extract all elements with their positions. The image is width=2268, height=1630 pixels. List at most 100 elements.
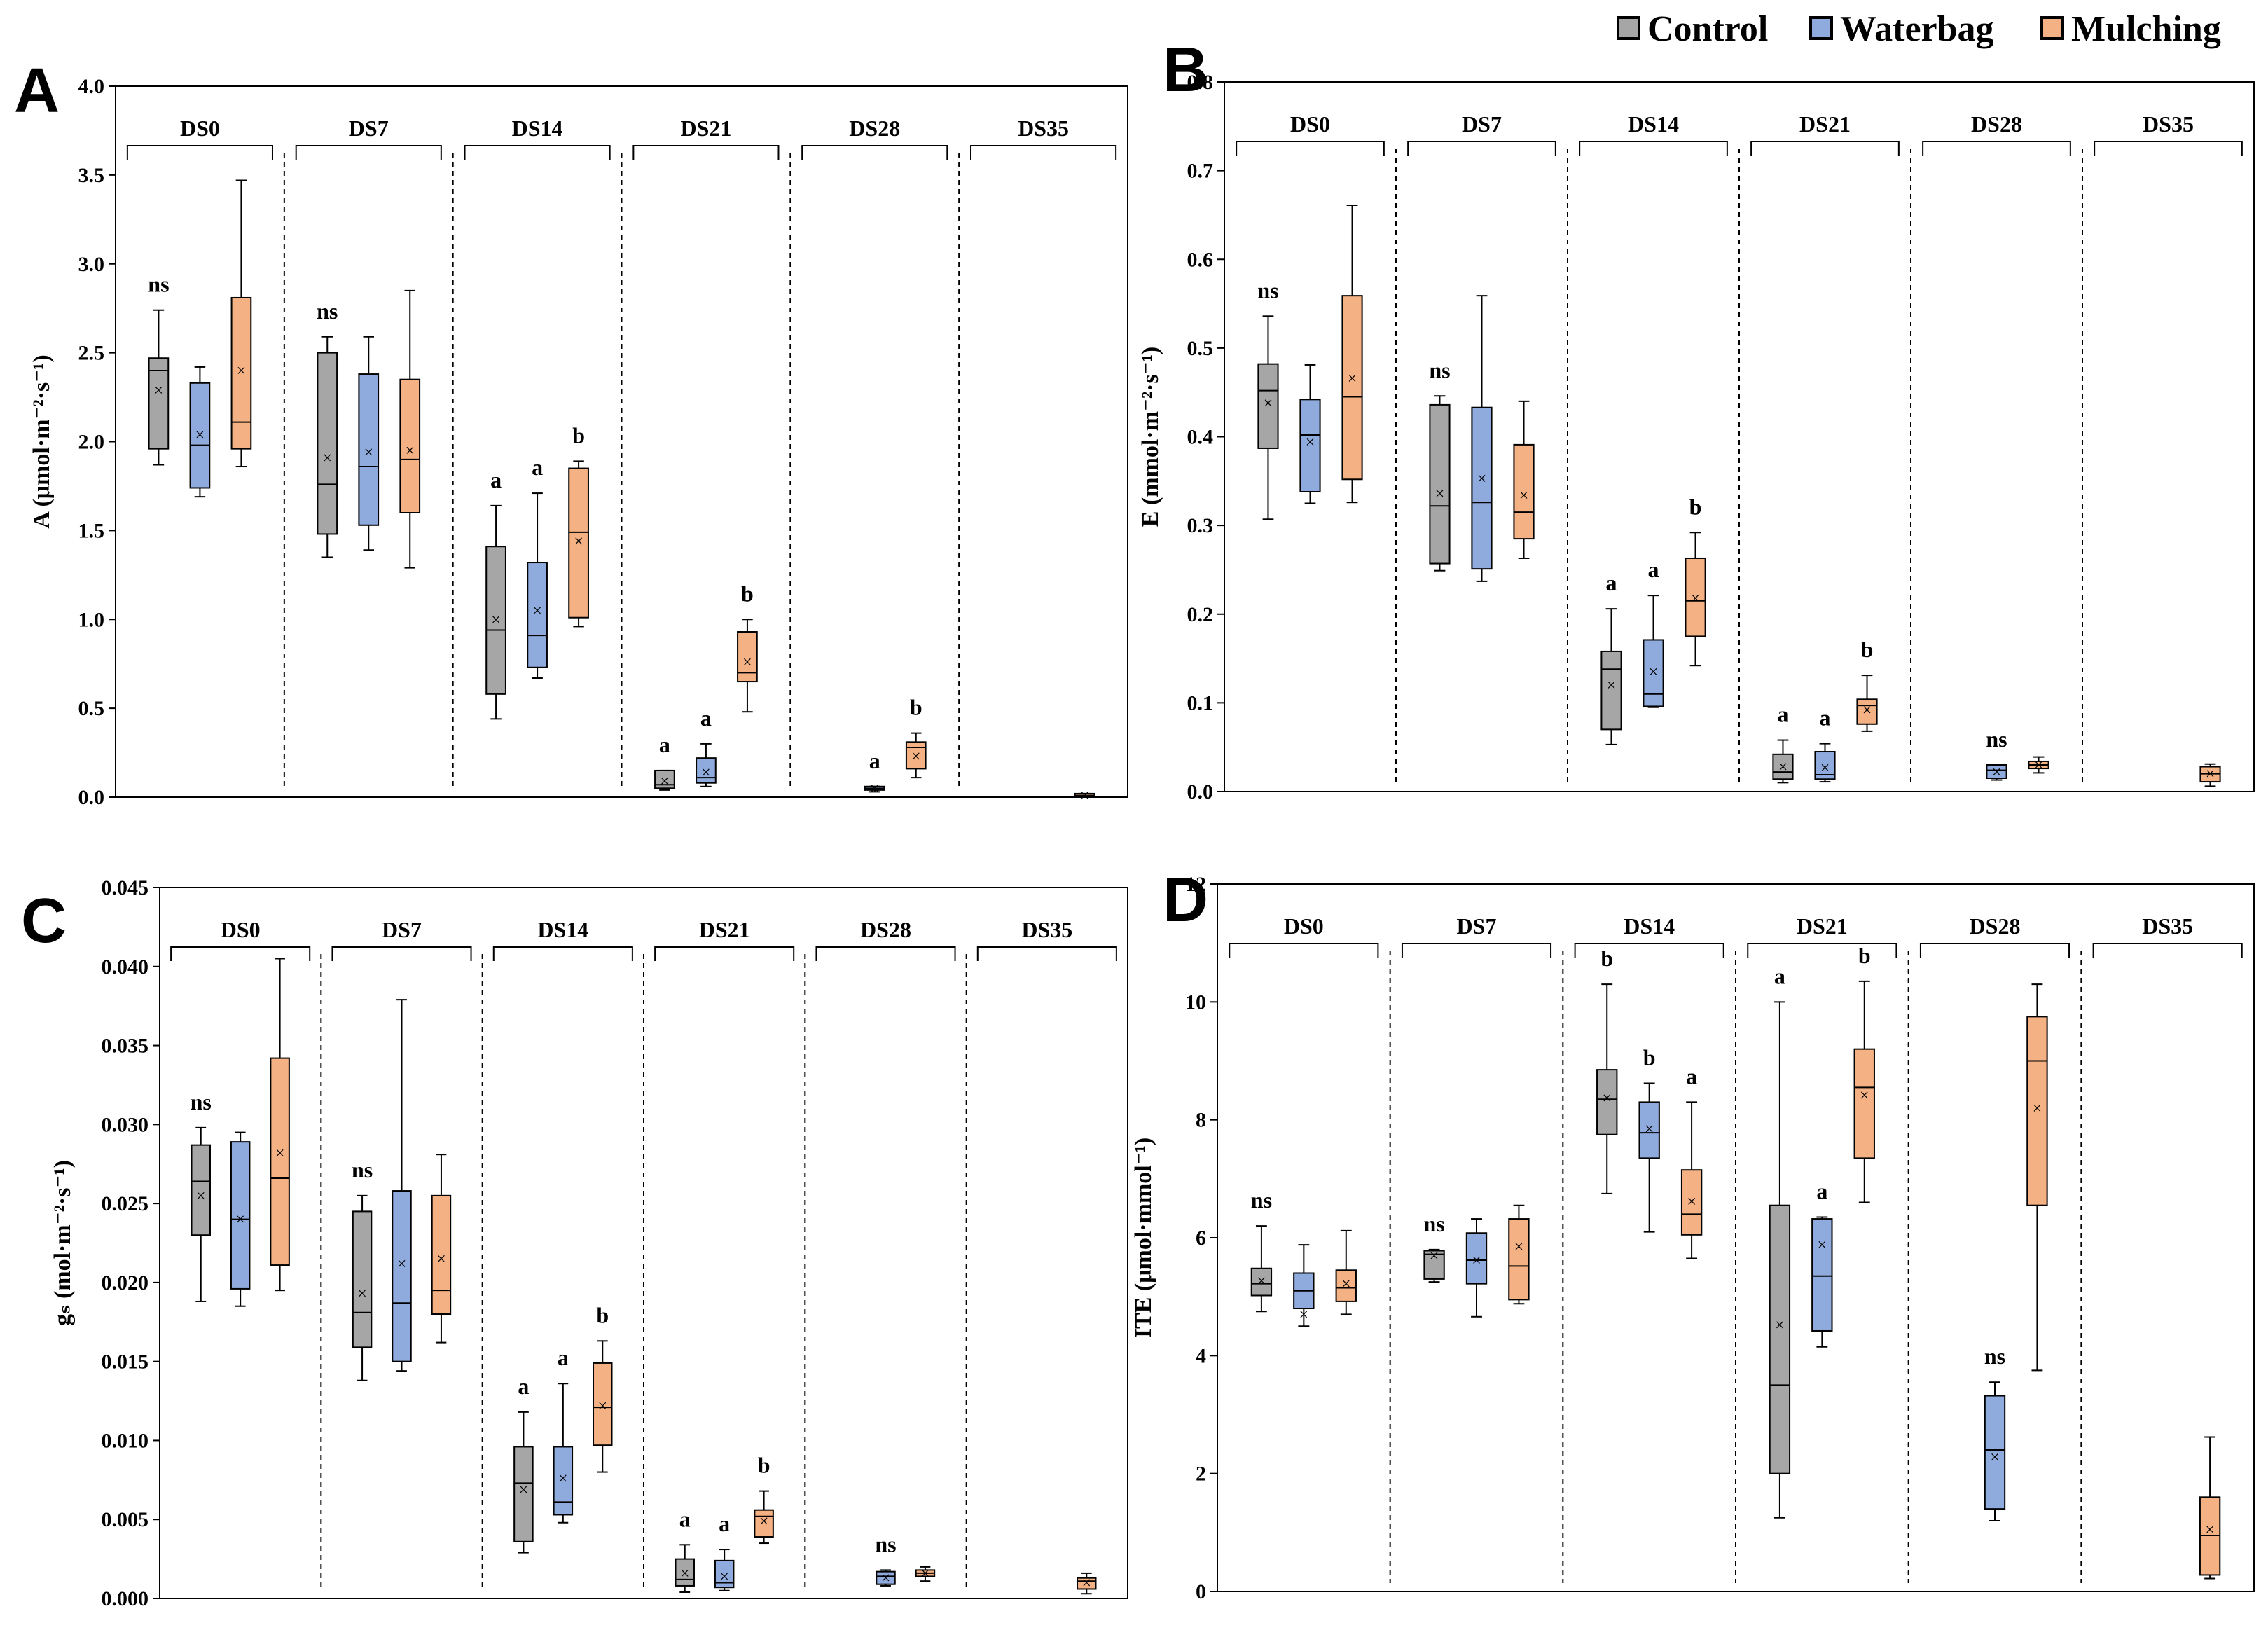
mean-marker-control: × — [1430, 1247, 1439, 1265]
panel-c: C 0.000 0.005 0.010 0.015 0.020 0.025 0.030 0.03… — [21, 876, 1128, 1610]
box-control — [317, 352, 338, 535]
mean-marker-control: × — [1257, 1272, 1266, 1290]
y-tick-label: 4 — [1196, 1344, 1206, 1367]
panel-d: D 0 2 4 6 8 10 12 ITE (μmol·mmol⁻¹) DS0 × ns × × DS7 × n… — [1130, 865, 2255, 1603]
significance-label-mulching: b — [910, 695, 922, 720]
mean-marker-control: × — [519, 1481, 529, 1499]
box-waterbag — [1811, 1218, 1833, 1332]
group-label: DS35 — [2143, 111, 2194, 137]
box-mulching — [270, 1057, 290, 1266]
group-bracket — [1236, 141, 1385, 156]
group-bracket — [1229, 943, 1379, 958]
mean-marker-control: × — [491, 611, 501, 629]
y-tick-label: 0.3 — [1187, 514, 1214, 537]
mean-marker-control: × — [1607, 677, 1617, 695]
group-label: DS14 — [512, 116, 563, 141]
significance-label-control: ns — [148, 272, 169, 297]
box-waterbag — [1299, 399, 1321, 493]
y-tick-label: 0.5 — [78, 697, 105, 720]
group-bracket — [295, 145, 442, 160]
group-bracket — [126, 145, 273, 160]
mean-marker-mulching: × — [1862, 702, 1872, 720]
y-tick-label: 0.4 — [1187, 426, 1214, 449]
y-tick-label: 0.000 — [102, 1587, 149, 1610]
significance-label-mulching: b — [758, 1453, 770, 1478]
significance-label-control: b — [1600, 946, 1613, 971]
legend-swatch-control — [1617, 16, 1640, 40]
group-bracket — [2094, 141, 2243, 156]
significance-label-waterbag: ns — [1986, 726, 2007, 752]
mean-marker-mulching: × — [1860, 1086, 1869, 1105]
group-bracket — [1579, 141, 1728, 156]
box-mulching — [431, 1194, 452, 1315]
group-label: DS7 — [382, 917, 422, 942]
box-mulching — [230, 296, 252, 450]
y-axis-label: E (mmol·m⁻²·s⁻¹) — [1138, 347, 1163, 527]
group-label: DS35 — [1018, 116, 1069, 141]
box-waterbag — [527, 562, 548, 668]
significance-label-waterbag: ns — [875, 1531, 896, 1556]
y-axis-label: A (μmol·m⁻²·s⁻¹) — [29, 354, 55, 528]
box-waterbag — [230, 1141, 251, 1290]
mean-marker-mulching: × — [1514, 1238, 1524, 1257]
significance-label-control: ns — [191, 1089, 212, 1114]
mean-marker-mulching: × — [1519, 487, 1529, 505]
group-label: DS7 — [1457, 913, 1497, 939]
legend-label-control: Control — [1647, 9, 1768, 49]
mean-marker-control: × — [680, 1565, 690, 1583]
legend-swatch-mulching — [2040, 16, 2064, 40]
group-bracket — [464, 145, 611, 160]
y-tick-label: 3.5 — [78, 164, 105, 187]
box-control — [1257, 363, 1279, 449]
box-control — [1423, 1250, 1445, 1280]
significance-label-control: a — [659, 732, 670, 757]
box-waterbag — [1984, 1395, 2006, 1510]
box-waterbag — [1986, 764, 2007, 780]
mean-marker-mulching: × — [436, 1250, 446, 1269]
mean-marker-control: × — [660, 773, 670, 791]
significance-label-mulching: b — [572, 422, 585, 448]
box-mulching — [1685, 557, 1706, 637]
group-bracket — [801, 145, 948, 160]
legend: Control Waterbag Mulching — [1617, 9, 2221, 49]
y-tick-label: 0.025 — [102, 1192, 149, 1215]
group-bracket — [170, 946, 311, 961]
y-tick-label: 0.0 — [78, 786, 105, 809]
significance-label-waterbag: ns — [1984, 1344, 2005, 1369]
mean-marker-waterbag: × — [1477, 470, 1487, 488]
box-waterbag — [189, 382, 211, 489]
group-label: DS14 — [1624, 913, 1675, 939]
y-tick-label: 0.015 — [102, 1351, 149, 1374]
mean-marker-mulching: × — [2205, 1521, 2215, 1540]
box-mulching — [1856, 698, 1878, 725]
group-label: DS28 — [1970, 913, 2021, 939]
mean-marker-waterbag: × — [1649, 663, 1659, 682]
mean-marker-waterbag: × — [532, 602, 542, 621]
y-tick-label: 0.030 — [102, 1113, 149, 1136]
mean-marker-mulching: × — [911, 748, 921, 766]
group-bracket — [976, 946, 1117, 961]
group-label: DS0 — [1284, 913, 1324, 939]
group-label: DS28 — [1971, 111, 2022, 137]
significance-label-control: a — [679, 1506, 691, 1531]
mean-marker-mulching: × — [597, 1397, 607, 1416]
box-waterbag — [392, 1190, 412, 1362]
group-bracket — [331, 946, 472, 961]
mean-marker-mulching: × — [405, 442, 415, 460]
y-tick-label: 6 — [1196, 1227, 1206, 1250]
group-bracket — [1407, 141, 1556, 156]
mean-marker-mulching: × — [1687, 1193, 1696, 1211]
mean-marker-mulching: × — [920, 1565, 930, 1583]
y-tick-label: 12 — [1185, 873, 1206, 896]
mean-marker-control: × — [1435, 485, 1445, 504]
mean-marker-control: × — [1778, 759, 1788, 777]
y-tick-label: 2.5 — [78, 342, 105, 365]
significance-label-control: a — [1605, 570, 1617, 595]
mean-marker-control: × — [1602, 1090, 1612, 1108]
group-label: DS0 — [1290, 111, 1330, 137]
y-tick-label: 1.5 — [78, 519, 105, 542]
significance-label-control: ns — [1423, 1211, 1444, 1236]
mean-marker-mulching: × — [1691, 590, 1701, 608]
box-mulching — [568, 467, 589, 619]
